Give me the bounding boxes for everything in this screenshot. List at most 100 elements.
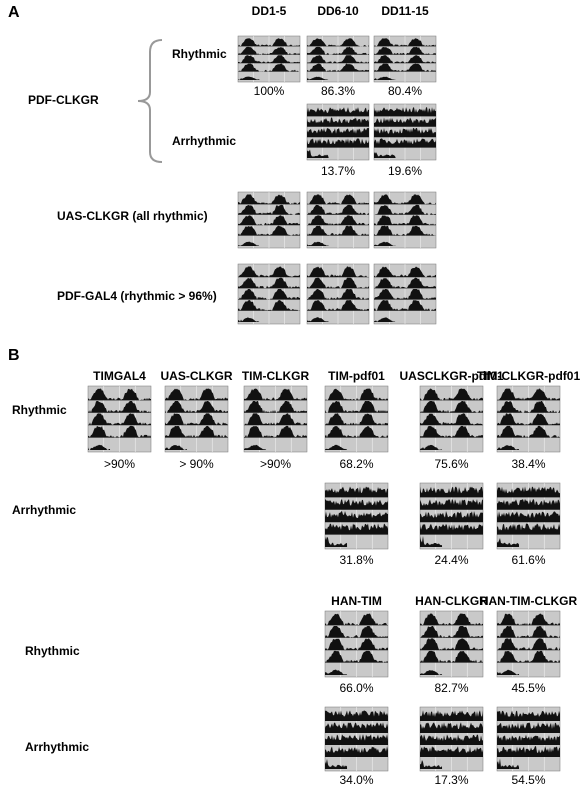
actogram-trace bbox=[238, 300, 300, 311]
actogram-trace bbox=[325, 444, 348, 450]
actogram-trace bbox=[420, 638, 483, 651]
percentage: 31.8% bbox=[339, 553, 373, 567]
percentage: >90% bbox=[260, 457, 291, 471]
actogram-trace bbox=[497, 486, 560, 498]
actogram-trace bbox=[307, 266, 369, 278]
actogram-trace bbox=[307, 107, 369, 117]
actogram-trace bbox=[238, 55, 300, 64]
panel-label: A bbox=[8, 4, 20, 21]
actogram-trace bbox=[165, 413, 228, 426]
row-label: PDF-GAL4 (rhythmic > 96%) bbox=[57, 289, 217, 303]
actogram-trace bbox=[88, 425, 151, 438]
actogram-trace bbox=[307, 127, 369, 138]
actogram-trace bbox=[497, 626, 560, 638]
percentage: 45.5% bbox=[511, 681, 545, 695]
actogram-trace bbox=[325, 425, 388, 438]
column-header: TIM-CLKGR bbox=[242, 369, 310, 383]
actogram-trace bbox=[374, 151, 396, 158]
actogram-trace bbox=[374, 194, 436, 205]
column-header: DD1-5 bbox=[252, 4, 287, 18]
row-label: Rhythmic bbox=[12, 403, 67, 417]
actogram-trace bbox=[165, 425, 228, 438]
actogram-trace bbox=[238, 225, 300, 236]
actogram-trace bbox=[238, 204, 300, 215]
actogram-trace bbox=[420, 486, 483, 498]
actogram-trace bbox=[420, 650, 483, 663]
actogram-trace bbox=[420, 511, 483, 523]
column-header: TIMGAL4 bbox=[93, 369, 146, 383]
percentage: 66.0% bbox=[339, 681, 373, 695]
percentage: 61.6% bbox=[511, 553, 545, 567]
actogram-trace bbox=[238, 194, 300, 205]
column-header: UAS-CLKGR bbox=[161, 369, 233, 383]
actogram-trace bbox=[238, 38, 300, 47]
row-label: Rhythmic bbox=[25, 644, 80, 658]
actogram-trace bbox=[238, 76, 260, 80]
actogram-trace bbox=[307, 55, 369, 64]
actogram-trace bbox=[420, 425, 483, 438]
actogram-trace bbox=[325, 626, 388, 638]
actogram-trace bbox=[307, 300, 369, 311]
actogram-trace bbox=[374, 117, 436, 127]
actogram-trace bbox=[325, 511, 388, 523]
actogram-trace bbox=[374, 204, 436, 215]
percentage: 75.6% bbox=[434, 457, 468, 471]
actogram-trace bbox=[420, 498, 483, 510]
column-header: DD11-15 bbox=[381, 4, 429, 18]
actogram-trace bbox=[307, 317, 329, 322]
actogram-trace bbox=[497, 613, 560, 626]
actogram-trace bbox=[497, 650, 560, 663]
percentage: 82.7% bbox=[434, 681, 468, 695]
actogram-trace bbox=[244, 401, 307, 413]
actogram-trace bbox=[325, 401, 388, 413]
actogram-trace bbox=[497, 638, 560, 651]
actogram-trace bbox=[420, 413, 483, 426]
percentage: 86.3% bbox=[321, 84, 355, 98]
actogram-trace bbox=[374, 225, 436, 236]
actogram-trace bbox=[325, 536, 348, 547]
actogram-trace bbox=[88, 388, 151, 401]
actogram-trace bbox=[165, 401, 228, 413]
actogram-trace bbox=[307, 76, 329, 80]
actogram-trace bbox=[374, 266, 436, 278]
percentage: 24.4% bbox=[434, 553, 468, 567]
actogram-trace bbox=[325, 486, 388, 498]
actogram-trace bbox=[374, 241, 396, 246]
actogram-trace bbox=[420, 760, 443, 769]
actogram-trace bbox=[238, 277, 300, 289]
actogram-trace bbox=[307, 288, 369, 300]
actogram-trace bbox=[420, 626, 483, 638]
actogram-trace bbox=[497, 388, 560, 401]
column-header: HAN-CLKGR bbox=[415, 594, 488, 608]
actogram-trace bbox=[497, 445, 520, 450]
actogram-trace bbox=[374, 277, 436, 289]
actogram-trace bbox=[374, 127, 436, 138]
actogram-trace bbox=[497, 746, 560, 757]
percentage: 34.0% bbox=[339, 773, 373, 787]
column-header: DD6-10 bbox=[317, 4, 359, 18]
percentage: > 90% bbox=[179, 457, 214, 471]
actogram-trace bbox=[497, 498, 560, 510]
actogram-trace bbox=[244, 413, 307, 426]
actogram-trace bbox=[244, 388, 307, 401]
actogram-trace bbox=[307, 138, 369, 148]
actogram-trace bbox=[325, 650, 388, 663]
brace bbox=[137, 39, 163, 163]
actogram-trace bbox=[374, 107, 436, 117]
actogram-trace bbox=[307, 194, 369, 205]
actogram-trace bbox=[374, 215, 436, 226]
percentage: 80.4% bbox=[388, 84, 422, 98]
column-header: UASCLKGR-pdf01 bbox=[400, 369, 504, 383]
actogram-trace bbox=[238, 266, 300, 278]
actogram-trace bbox=[374, 138, 436, 148]
actogram-trace bbox=[420, 535, 443, 547]
actogram-trace bbox=[374, 46, 436, 55]
actogram-trace bbox=[325, 734, 388, 745]
actogram-trace bbox=[497, 413, 560, 426]
percentage: 13.7% bbox=[321, 164, 355, 178]
actogram-trace bbox=[497, 425, 560, 438]
actogram-trace bbox=[307, 215, 369, 226]
actogram-trace bbox=[307, 241, 329, 246]
row-label: Arrhythmic bbox=[25, 740, 89, 754]
